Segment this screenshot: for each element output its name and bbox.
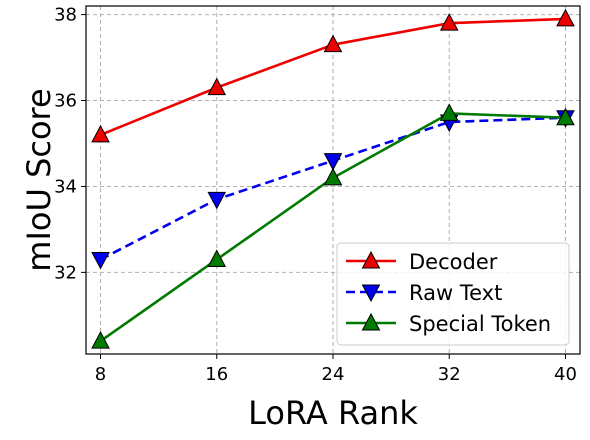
data-point <box>323 167 343 186</box>
series <box>91 8 575 349</box>
legend-box <box>336 242 570 346</box>
x-tick-label: 16 <box>205 364 228 385</box>
legend-marker <box>361 284 381 303</box>
legend-marker <box>361 250 381 269</box>
legend-label: Special Token <box>409 312 551 336</box>
legend: Decoder Raw Text Special Token <box>336 242 570 346</box>
x-tick-label: 32 <box>438 364 461 385</box>
data-point <box>207 249 227 267</box>
y-tick-label: 34 <box>54 176 77 197</box>
data-point <box>323 34 343 53</box>
legend-label: Decoder <box>409 250 498 274</box>
x-axis: 8 16 24 32 40 <box>95 354 577 385</box>
series-decoder <box>91 8 575 143</box>
data-point <box>91 331 110 349</box>
data-point <box>323 153 343 171</box>
x-axis-title: LoRA Rank <box>248 394 418 432</box>
legend-label: Raw Text <box>409 281 502 305</box>
x-tick-label: 24 <box>322 364 345 385</box>
x-tick-label: 8 <box>95 364 106 385</box>
data-point <box>91 251 110 270</box>
data-point <box>207 77 227 96</box>
data-point <box>556 107 575 126</box>
data-point <box>207 191 227 210</box>
series-special-token <box>91 103 575 349</box>
data-point <box>439 103 459 121</box>
y-tick-label: 32 <box>54 262 77 283</box>
y-axis-title: mIoU Score <box>20 88 58 271</box>
data-point <box>556 8 575 27</box>
data-point <box>439 13 459 31</box>
data-point <box>91 124 110 143</box>
legend-marker <box>361 312 381 331</box>
y-tick-label: 38 <box>54 5 77 26</box>
y-axis: 32 34 36 38 <box>54 5 86 283</box>
x-tick-label: 40 <box>554 364 577 385</box>
y-tick-label: 36 <box>54 91 77 112</box>
